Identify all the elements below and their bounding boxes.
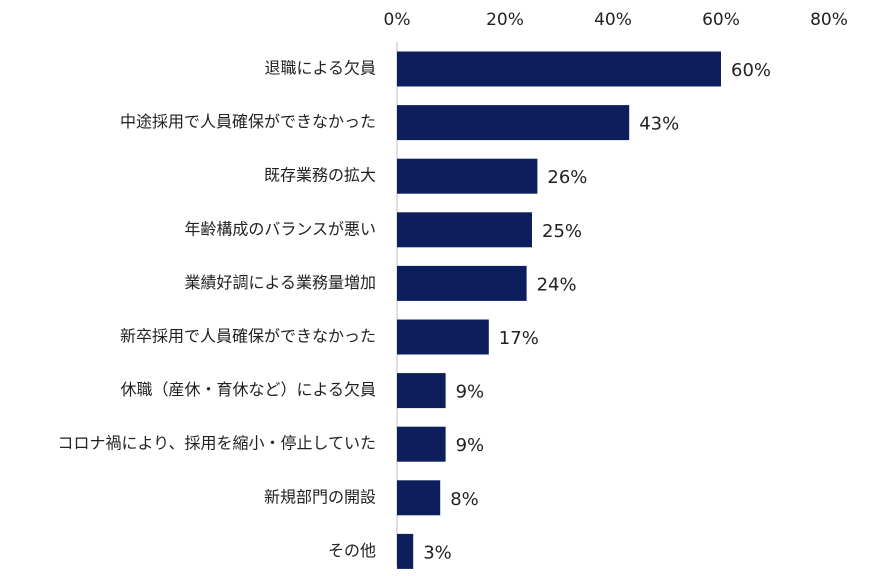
data-label: 24% — [537, 274, 577, 295]
category-label: 新卒採用で人員確保ができなかった — [120, 327, 376, 346]
category-label: 中途採用で人員確保ができなかった — [120, 112, 376, 131]
bar — [397, 158, 538, 194]
category-label: 業績好調による業務量増加 — [184, 273, 376, 292]
bar — [397, 319, 489, 355]
bar — [397, 533, 414, 569]
category-label: 年齢構成のバランスが悪い — [184, 219, 376, 238]
category-label: 既存業務の拡大 — [264, 166, 376, 185]
data-label: 60% — [731, 60, 771, 81]
bar — [397, 480, 441, 516]
data-label: 9% — [456, 435, 485, 456]
data-label: 26% — [547, 167, 587, 188]
data-label: 8% — [450, 489, 479, 510]
bar — [397, 51, 721, 87]
bar — [397, 426, 446, 462]
bar — [397, 105, 630, 141]
data-labels: 60% 43% 26% 25% 24% 17% 9% 9% 8% 3% — [423, 60, 771, 563]
data-label: 43% — [639, 114, 679, 135]
category-label: コロナ禍により、採用を縮小・停止していた — [57, 434, 376, 453]
bar — [397, 212, 532, 248]
category-label: その他 — [328, 541, 376, 560]
x-tick-label: 20% — [486, 10, 524, 30]
x-tick-label: 0% — [384, 10, 411, 30]
y-axis-categories: 退職による欠員中途採用で人員確保ができなかった既存業務の拡大年齢構成のバランスが… — [57, 59, 376, 560]
category-label: 休職（産休・育休など）による欠員 — [120, 380, 376, 399]
category-label: 退職による欠員 — [264, 59, 376, 78]
data-label: 17% — [499, 328, 539, 349]
x-tick-label: 60% — [702, 10, 740, 30]
category-label: 新規部門の開設 — [264, 487, 376, 506]
bar — [397, 265, 527, 301]
x-tick-label: 40% — [594, 10, 632, 30]
bar — [397, 373, 446, 409]
bars — [397, 51, 721, 569]
data-label: 9% — [456, 382, 485, 403]
x-tick-label: 80% — [810, 10, 848, 30]
data-label: 25% — [542, 221, 582, 242]
data-label: 3% — [423, 542, 452, 563]
